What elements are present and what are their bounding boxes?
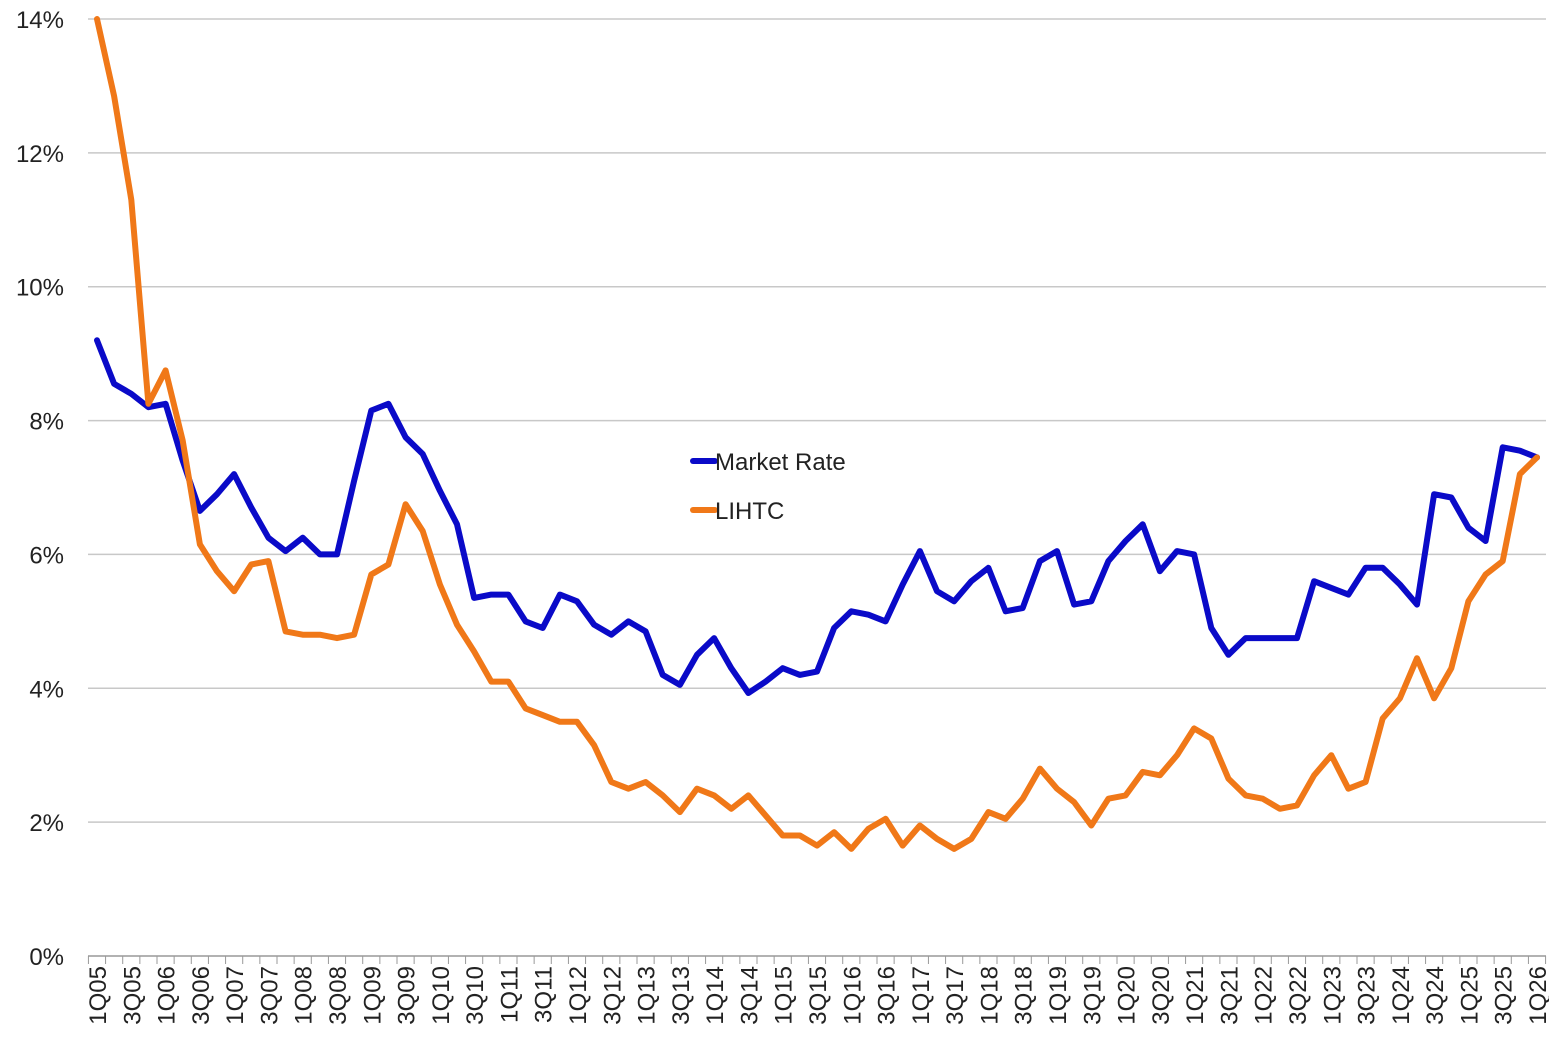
x-tick-label: 3Q16 — [874, 966, 901, 1025]
x-tick-label: 3Q14 — [736, 966, 763, 1025]
x-tick-label: 1Q26 — [1525, 966, 1549, 1025]
x-tick-label: 1Q16 — [839, 966, 866, 1025]
legend-label: LIHTC — [715, 498, 784, 525]
x-tick-label: 1Q19 — [1045, 966, 1072, 1025]
x-tick-label: 3Q07 — [256, 966, 283, 1025]
x-tick-label: 3Q22 — [1285, 966, 1312, 1025]
x-tick-label: 3Q08 — [325, 966, 352, 1025]
x-tick-label: 1Q10 — [428, 966, 455, 1025]
x-tick-label: 3Q05 — [119, 966, 146, 1025]
x-tick-label: 3Q18 — [1011, 966, 1038, 1025]
x-tick-label: 3Q19 — [1079, 966, 1106, 1025]
x-tick-label: 1Q07 — [222, 966, 249, 1025]
x-tick-label: 1Q11 — [496, 966, 523, 1023]
x-tick-label: 3Q17 — [942, 966, 969, 1025]
x-tick-label: 3Q23 — [1354, 966, 1381, 1025]
y-tick-label: 4% — [29, 676, 64, 703]
x-tick-label: 1Q20 — [1114, 966, 1141, 1025]
x-tick-label: 1Q15 — [771, 966, 798, 1025]
y-tick-label: 8% — [29, 409, 64, 436]
x-tick-label: 1Q17 — [908, 966, 935, 1025]
x-tick-label: 3Q10 — [462, 966, 489, 1025]
x-tick-label: 3Q15 — [805, 966, 832, 1025]
x-tick-label: 3Q24 — [1422, 966, 1449, 1025]
y-tick-label: 12% — [16, 141, 64, 168]
x-tick-label: 1Q08 — [291, 966, 318, 1025]
x-tick-label: 1Q21 — [1182, 966, 1209, 1025]
x-tick-label: 3Q09 — [394, 966, 421, 1025]
x-tick-label: 3Q06 — [188, 966, 215, 1025]
x-tick-label: 1Q12 — [565, 966, 592, 1025]
x-tick-label: 1Q13 — [634, 966, 661, 1025]
x-tick-label: 3Q12 — [599, 966, 626, 1025]
x-tick-label: 1Q24 — [1388, 966, 1415, 1025]
x-tick-label: 3Q11 — [531, 966, 558, 1023]
x-tick-label: 1Q06 — [154, 966, 181, 1025]
x-tick-label: 1Q18 — [976, 966, 1003, 1025]
x-tick-label: 1Q14 — [702, 966, 729, 1025]
series-line — [94, 16, 1540, 852]
x-tick-label: 3Q20 — [1148, 966, 1175, 1025]
x-tick-label: 1Q05 — [85, 966, 112, 1025]
y-tick-label: 2% — [29, 810, 64, 837]
x-tick-label: 3Q21 — [1216, 966, 1243, 1025]
y-tick-label: 14% — [16, 7, 64, 34]
y-tick-label: 0% — [29, 944, 64, 971]
x-tick-label: 1Q23 — [1319, 966, 1346, 1025]
x-tick-label: 1Q25 — [1456, 966, 1483, 1025]
x-tick-label: 1Q22 — [1251, 966, 1278, 1025]
y-tick-label: 10% — [16, 275, 64, 302]
y-tick-label: 6% — [29, 542, 64, 569]
x-tick-label: 3Q13 — [668, 966, 695, 1025]
x-tick-label: 1Q09 — [359, 966, 386, 1025]
series-line — [94, 337, 1540, 696]
legend-label: Market Rate — [715, 449, 846, 476]
x-tick-label: 3Q25 — [1491, 966, 1518, 1025]
